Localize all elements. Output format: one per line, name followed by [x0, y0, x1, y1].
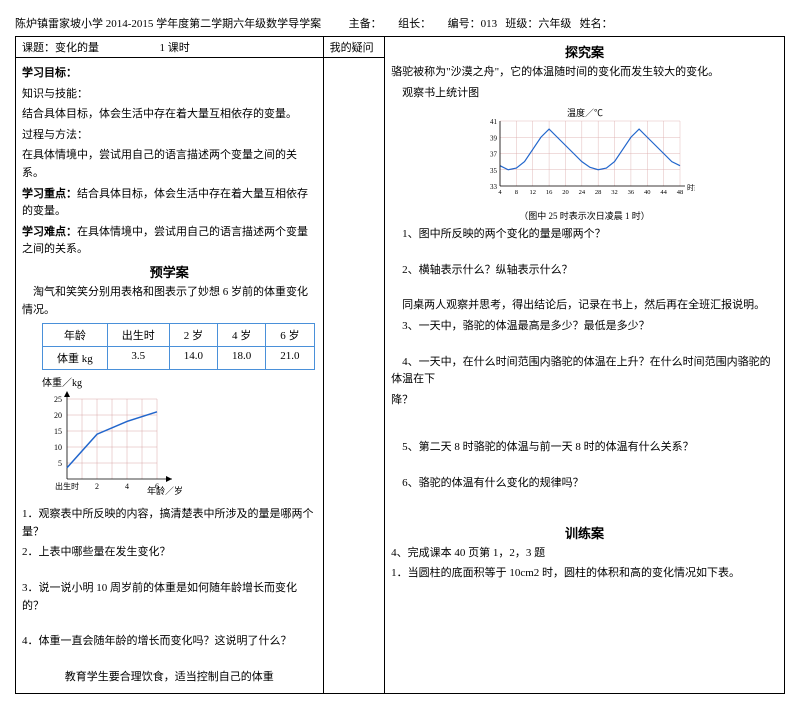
- observe-text: 观察书上统计图: [391, 85, 778, 103]
- svg-text:35: 35: [490, 167, 498, 175]
- table-header: 4 岁: [218, 324, 266, 347]
- right-q2: 2、横轴表示什么？纵轴表示什么？: [391, 262, 778, 280]
- question-cell: 我的疑问: [323, 37, 385, 58]
- svg-text:24: 24: [578, 189, 585, 196]
- footer-text: 教育学生要合理饮食，适当控制自己的体重: [22, 669, 317, 687]
- svg-text:4: 4: [498, 189, 502, 196]
- number-label: 编号：013: [448, 18, 498, 30]
- right-q4a: 4、一天中，在什么时间范围内骆驼的体温在上升？在什么时间范围内骆驼的体温在下: [391, 354, 778, 389]
- difficult-label: 学习难点：: [22, 226, 77, 238]
- svg-text:12: 12: [529, 189, 536, 196]
- weight-chart: 体重／kg 510152025 出生时246 年龄／岁: [42, 374, 317, 502]
- train-t1: 4、完成课本 40 页第 1，2，3 题: [391, 545, 778, 563]
- process-text: 在具体情境中，尝试用自己的语言描述两个变量之间的关系。: [22, 147, 317, 182]
- svg-text:40: 40: [644, 189, 651, 196]
- table-cell: 14.0: [169, 347, 217, 370]
- table-header: 2 岁: [169, 324, 217, 347]
- worksheet-table: 课题：变化的量 1 课时 我的疑问 探究案 骆驼被称为"沙漠之舟"，它的体温随时…: [15, 36, 785, 694]
- process-label: 过程与方法：: [22, 127, 317, 145]
- table-header: 出生时: [107, 324, 169, 347]
- right-q3: 3、一天中，骆驼的体温最高是多少？最低是多少？: [391, 318, 778, 336]
- left-q4: 4．体重一直会随年龄的增长而变化吗？这说明了什么？: [22, 633, 317, 651]
- table-cell: 体重 kg: [43, 347, 108, 370]
- class-label: 班级：六年级: [505, 18, 571, 30]
- table-header: 6 岁: [266, 324, 314, 347]
- school-title: 陈炉镇雷家坡小学 2014-2015 学年度第二学期六年级数学导学案: [15, 18, 321, 30]
- chart-caption: （图中 25 时表示次日凌晨 1 时）: [391, 209, 778, 222]
- weight-ylabel: 体重／kg: [42, 374, 317, 389]
- left-q2: 2．上表中哪些量在发生变化？: [22, 544, 317, 562]
- svg-text:48: 48: [676, 189, 683, 196]
- left-column: 学习目标： 知识与技能： 结合具体目标，体会生活中存在着大量互相依存的变量。 过…: [16, 58, 324, 694]
- svg-text:33: 33: [490, 183, 498, 191]
- table-cell: 18.0: [218, 347, 266, 370]
- svg-text:20: 20: [54, 411, 62, 420]
- xlabel: 时刻/时: [687, 183, 695, 192]
- svg-text:36: 36: [627, 189, 634, 196]
- svg-text:20: 20: [562, 189, 569, 196]
- right-q4b: 降？: [391, 392, 778, 410]
- svg-text:16: 16: [545, 189, 552, 196]
- svg-text:44: 44: [660, 189, 667, 196]
- discuss-text: 同桌两人观察并思考，得出结论后，记录在书上，然后再在全班汇报说明。: [391, 297, 778, 315]
- left-q1: 1．观察表中所反映的内容，搞清楚表中所涉及的量是哪两个量？: [22, 506, 317, 541]
- svg-text:4: 4: [125, 482, 129, 491]
- right-q1: 1、图中所反映的两个变化的量是哪两个？: [391, 226, 778, 244]
- svg-text:25: 25: [54, 395, 62, 404]
- svg-text:8: 8: [514, 189, 517, 196]
- name-label: 姓名：: [580, 18, 613, 30]
- svg-text:32: 32: [611, 189, 618, 196]
- topic-cell: 课题：变化的量 1 课时: [16, 37, 324, 58]
- topic-text: 课题：变化的量: [22, 42, 99, 54]
- svg-text:出生时: 出生时: [55, 481, 79, 491]
- train-t2: 1．当圆柱的底面积等于 10cm2 时，圆柱的体积和高的变化情况如下表。: [391, 565, 778, 583]
- svg-text:10: 10: [54, 443, 62, 452]
- leader-label: 组长：: [398, 18, 431, 30]
- preplan-title: 预学案: [22, 262, 317, 281]
- knowledge-label: 知识与技能：: [22, 86, 317, 104]
- train-title: 训练案: [391, 523, 778, 542]
- camel-intro: 骆驼被称为"沙漠之舟"，它的体温随时间的变化而发生较大的变化。: [391, 64, 778, 82]
- mid-column: [323, 58, 385, 694]
- right-q5: 5、第二天 8 时骆驼的体温与前一天 8 时的体温有什么关系？: [391, 439, 778, 457]
- right-column: 探究案 骆驼被称为"沙漠之舟"，它的体温随时间的变化而发生较大的变化。 观察书上…: [385, 37, 785, 694]
- svg-text:5: 5: [58, 459, 62, 468]
- table-cell: 21.0: [266, 347, 314, 370]
- right-q6: 6、骆驼的体温有什么变化的规律吗？: [391, 475, 778, 493]
- camel-temp-chart: 温度／℃ 4812162024283236404448 3335373941 时…: [391, 106, 778, 222]
- svg-text:28: 28: [594, 189, 601, 196]
- svg-text:41: 41: [490, 118, 498, 126]
- svg-text:2: 2: [95, 482, 99, 491]
- svg-text:39: 39: [490, 134, 498, 142]
- left-q3: 3．说一说小明 10 周岁前的体重是如何随年龄增长而变化的？: [22, 580, 317, 615]
- period-text: 1 课时: [160, 42, 190, 54]
- svg-text:37: 37: [490, 151, 498, 159]
- prep-label: 主备：: [349, 18, 382, 30]
- explore-title: 探究案: [391, 42, 778, 61]
- intro-text: 淘气和笑笑分别用表格和图表示了妙想 6 岁前的体重变化情况。: [22, 284, 317, 319]
- table-cell: 3.5: [107, 347, 169, 370]
- table-header: 年龄: [43, 324, 108, 347]
- weight-table: 年龄出生时2 岁4 岁6 岁 体重 kg3.514.018.021.0: [42, 323, 315, 370]
- focus-label: 学习重点：: [22, 188, 77, 200]
- svg-text:15: 15: [54, 427, 62, 436]
- goal-title: 学习目标：: [22, 65, 317, 83]
- chart-ylabel: 温度／℃: [567, 107, 603, 118]
- knowledge-text: 结合具体目标，体会生活中存在着大量互相依存的变量。: [22, 106, 317, 124]
- weight-xlabel: 年龄／岁: [147, 485, 182, 496]
